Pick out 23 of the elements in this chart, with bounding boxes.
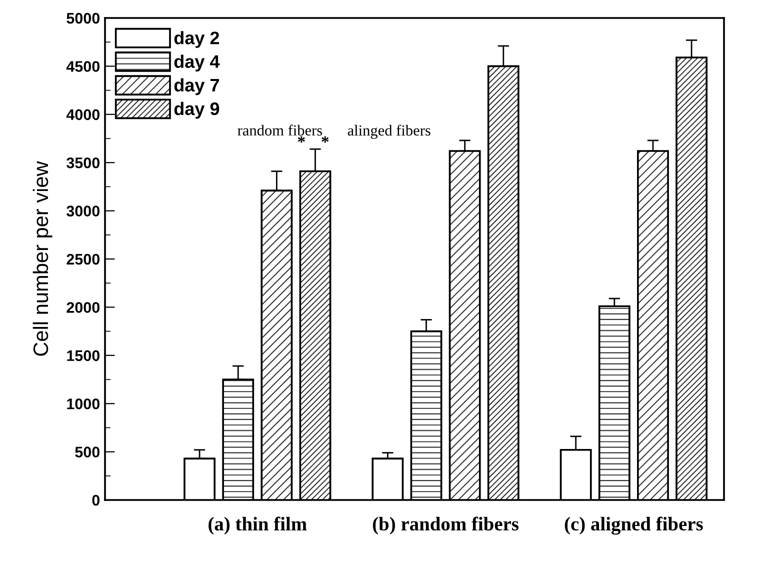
y-tick-label: 4500 — [66, 61, 100, 72]
y-tick-label: 5000 — [66, 12, 100, 24]
legend-label: day 7 — [174, 78, 219, 96]
x-tick-label: (b) random fibers — [372, 516, 519, 534]
y-axis-title: Cell number per view — [32, 161, 52, 356]
annotation: alinged fibers — [348, 124, 430, 139]
legend-label: day 4 — [174, 54, 220, 72]
legend-label: day 2 — [174, 31, 220, 48]
y-tick-label: 2500 — [66, 254, 100, 265]
legend-label: day 9 — [174, 102, 220, 119]
x-tick-label: (c) aligned fibers — [564, 516, 703, 535]
y-tick-label: 4000 — [66, 109, 100, 120]
y-tick-label: 3500 — [66, 157, 100, 168]
annotation: * — [298, 136, 305, 143]
y-tick-label: 2000 — [66, 302, 100, 313]
x-tick-label: (a) thin film — [208, 516, 307, 534]
y-tick-label: 0 — [92, 494, 100, 506]
annotation: * — [322, 136, 329, 143]
y-tick-label: 500 — [75, 446, 100, 458]
y-tick-label: 1000 — [67, 398, 100, 410]
annotation: random fibers — [238, 124, 322, 136]
y-tick-label: 1500 — [67, 350, 100, 362]
y-tick-label: 3000 — [66, 206, 100, 217]
